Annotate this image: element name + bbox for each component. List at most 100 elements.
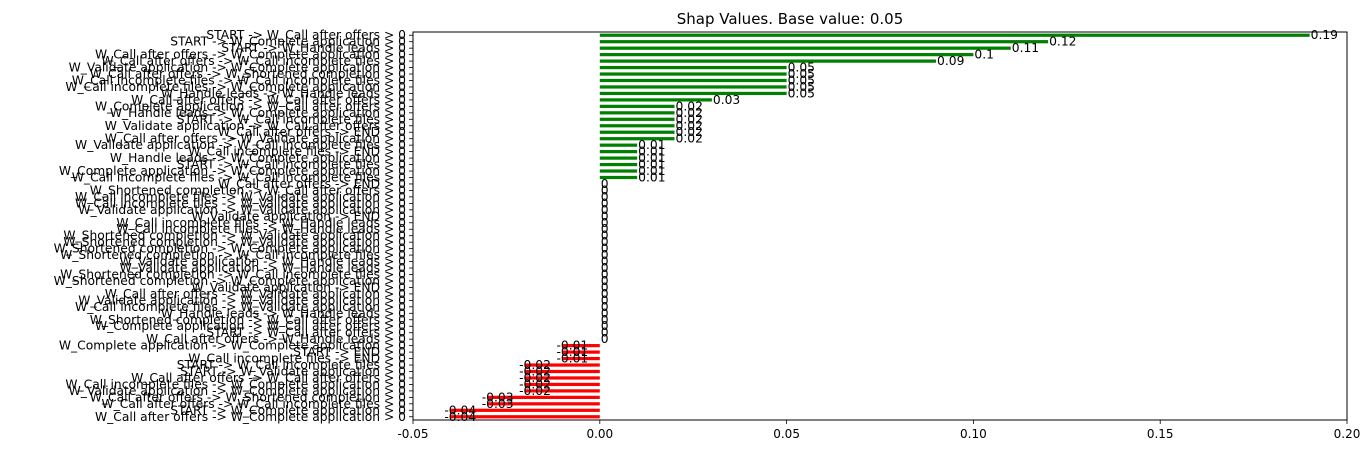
bar-value-label: 0.11 [1012, 41, 1039, 55]
y-tick-label: W_Call incomplete files -> W_Complete ap… [65, 80, 406, 94]
bar [599, 91, 787, 96]
bar-value-label: 0 [601, 222, 609, 236]
y-tick-label: W_Call after offers -> W_Call after offe… [131, 371, 406, 385]
bar-value-label: 0 [601, 306, 609, 320]
y-tick-label: W_Call after offers -> END > 0 [218, 125, 406, 139]
y-tick-label: W_Shortened completion -> W_Complete app… [54, 274, 406, 288]
bar-value-label: 0 [601, 287, 609, 301]
x-tick-label: 0.00 [586, 427, 613, 441]
bar [599, 98, 712, 102]
bar-value-label: 0 [601, 183, 609, 197]
y-tick-label: W_Handle leads -> W_Handle leads > 0 [161, 86, 406, 100]
bar [599, 162, 638, 167]
bar-value-label: 0 [601, 300, 609, 314]
chart-title: Shap Values. Base value: 0.05 [677, 10, 904, 28]
bar-value-label: 0.02 [676, 112, 703, 126]
bar-value-label: 0 [601, 242, 609, 256]
y-tick-label: W_Validate application -> W_Call incompl… [75, 138, 406, 152]
x-tick-label: 0.20 [1334, 427, 1361, 441]
y-tick-label: W_Call after offers -> W_Validate applic… [105, 132, 406, 146]
bar [599, 111, 675, 115]
x-tick-label: 0.10 [960, 427, 987, 441]
y-tick-label: W_Validate application -> W_Validate app… [78, 293, 406, 307]
y-tick-label: W_Call incomplete files -> W_Validate ap… [75, 196, 406, 210]
bar-value-label: -0.02 [519, 384, 551, 398]
x-tick-label: -0.05 [397, 427, 428, 441]
bar-value-label: 0.03 [713, 93, 740, 107]
bar-value-label: 0.19 [1311, 28, 1338, 42]
bar-value-label: 0.09 [937, 54, 964, 68]
bar [599, 104, 675, 108]
y-tick-label: W_Call after offers -> W_Complete applic… [95, 410, 406, 424]
bar [599, 156, 638, 160]
bar-value-label: -0.01 [556, 352, 588, 366]
bar-value-label: 0.01 [638, 164, 665, 178]
bar-value-label: -0.02 [519, 371, 551, 385]
y-tick-label: W_Complete application -> W_Complete app… [59, 339, 406, 353]
bar-value-label: 0 [601, 319, 609, 333]
bar-value-label: 0 [601, 235, 609, 249]
y-tick-label: W_Complete application -> W_Call after o… [95, 319, 406, 333]
y-tick-label: W_Call incomplete files -> W_Handle lead… [116, 216, 406, 230]
bar-value-label: -0.01 [556, 345, 588, 359]
y-tick-label: W_Shortened completion -> W_Validate app… [63, 235, 406, 249]
bar [599, 124, 675, 128]
bar-value-label: 0.05 [788, 67, 815, 81]
bar [562, 344, 600, 348]
bar [599, 130, 675, 134]
bar-value-label: 0 [601, 248, 609, 262]
y-tick-label: W_Shortened completion -> W_Call after o… [90, 313, 406, 327]
bar [599, 169, 638, 173]
bar [599, 46, 1011, 50]
bar-value-label: 0 [601, 209, 609, 223]
bar [525, 382, 600, 387]
bar-value-label: 0.02 [676, 125, 703, 139]
y-tick-label: W_Call incomplete files -> W_Validate ap… [75, 300, 406, 314]
y-tick-label: W_Call incomplete files -> END > 0 [188, 145, 406, 159]
y-tick-label: W_Call after offers -> W_Shortened compl… [90, 390, 406, 404]
bar-value-label: 0 [601, 196, 609, 210]
y-tick-label: W_Validate application -> END > 0 [191, 209, 406, 223]
y-tick-label: W_Call incomplete files -> W_Validate ap… [75, 190, 406, 204]
bar [450, 415, 600, 419]
y-tick-label: W_Call after offers -> W_Complete applic… [95, 48, 406, 62]
bar [599, 40, 1049, 44]
bar [599, 85, 787, 89]
bar-value-label: 0.01 [638, 158, 665, 172]
bar-value-label: -0.02 [519, 377, 551, 391]
bar-value-label: 0 [601, 261, 609, 275]
bar [599, 78, 787, 83]
bar [562, 350, 600, 354]
bar-value-label: 0.1 [974, 48, 994, 62]
bars-layer [450, 33, 1310, 419]
y-tick-label: START -> W_Validate application > 0 [180, 365, 406, 379]
y-tick-label: W_Validate application -> END > 0 [191, 280, 406, 294]
y-tick-label: W_Shortened completion -> W_Call incompl… [60, 268, 406, 282]
y-tick-label: START -> W_Call after offers > 0 [206, 28, 406, 42]
x-tick-label: 0.15 [1147, 427, 1174, 441]
x-tick-label: 0.05 [773, 427, 800, 441]
y-tick-label: W_Shortened completion -> W_Call incompl… [60, 248, 406, 262]
y-tick-label: W_Call incomplete files -> END > 0 [188, 352, 406, 366]
bar-value-label: -0.03 [482, 390, 514, 404]
bar-value-label: -0.03 [482, 397, 514, 411]
y-tick-label: W_Complete application -> W_Call after o… [95, 99, 406, 113]
bar-value-label: 0 [601, 190, 609, 204]
bar-value-label: 0 [601, 268, 609, 282]
y-tick-label: W_Call incomplete files -> W_Call incomp… [72, 171, 406, 185]
bar [450, 408, 600, 412]
bar [599, 137, 675, 141]
bar-value-label: 0 [601, 216, 609, 230]
bar [599, 53, 974, 57]
bar-value-label: -0.04 [444, 403, 476, 417]
y-tick-label: W_Call incomplete files -> W_Handle lead… [116, 222, 406, 236]
bar-value-label: 0.02 [676, 106, 703, 120]
bar-value-label: 0.05 [788, 86, 815, 100]
y-tick-label: W_Shortened completion -> W_Validate app… [63, 229, 406, 243]
y-tick-label: W_Handle leads -> W_Complete application… [110, 151, 406, 165]
bar [599, 59, 937, 63]
bar-value-label: 0.01 [638, 138, 665, 152]
y-tick-label: W_Complete application -> W_Complete app… [59, 164, 406, 178]
y-tick-label: W_Validate application -> W_Call after o… [105, 119, 406, 133]
y-tick-label: START -> W_Call incomplete files > 0 [177, 158, 406, 172]
